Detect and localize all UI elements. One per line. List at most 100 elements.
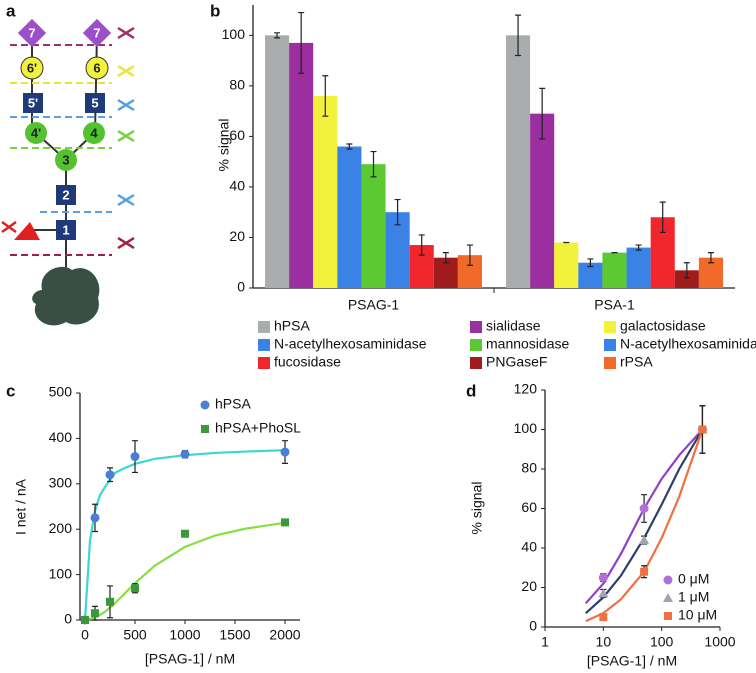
node-label: 6' bbox=[27, 60, 37, 75]
legend-marker bbox=[663, 575, 673, 585]
point bbox=[598, 588, 609, 598]
y-tick-label: 500 bbox=[49, 384, 73, 400]
error-bar bbox=[539, 87, 546, 140]
legend-swatch bbox=[604, 321, 616, 333]
x-tick-label: 10 bbox=[596, 634, 612, 650]
point bbox=[598, 573, 608, 583]
legend-label: N-acetylhexosaminidase bbox=[620, 336, 756, 352]
y-tick-label: 80 bbox=[229, 77, 245, 93]
error-bar bbox=[707, 252, 714, 264]
error-bar bbox=[515, 14, 522, 57]
bar bbox=[602, 252, 627, 288]
node-label: 4' bbox=[31, 125, 41, 140]
node-label: 7 bbox=[28, 25, 35, 40]
y-tick-label: 0 bbox=[64, 611, 72, 627]
point bbox=[131, 584, 139, 593]
y-tick-label: 0 bbox=[529, 618, 537, 634]
panel-label: a bbox=[6, 1, 16, 20]
legend-swatch bbox=[470, 357, 482, 369]
y-tick-label: 120 bbox=[514, 381, 538, 397]
error-bar bbox=[346, 143, 353, 150]
point bbox=[106, 597, 114, 606]
error-bar bbox=[370, 150, 377, 178]
legend-label: 10 μM bbox=[678, 607, 717, 623]
legend-label: hPSA bbox=[274, 318, 310, 334]
bar bbox=[506, 35, 531, 289]
panel-label: d bbox=[466, 381, 476, 400]
bar bbox=[674, 270, 699, 288]
legend-swatch bbox=[258, 357, 270, 369]
point bbox=[639, 535, 650, 545]
error-bar bbox=[298, 11, 305, 74]
y-tick-label: 60 bbox=[521, 499, 537, 515]
node-label: 1 bbox=[62, 222, 69, 237]
point bbox=[640, 567, 649, 576]
bar bbox=[289, 42, 314, 288]
x-tick-label: PSAG-1 bbox=[348, 297, 400, 313]
legend-swatch bbox=[604, 357, 616, 369]
x-tick-label: 1000 bbox=[169, 627, 200, 643]
error-bar bbox=[322, 75, 329, 117]
legend-marker bbox=[200, 400, 210, 410]
error-bar bbox=[466, 244, 473, 266]
point bbox=[698, 425, 707, 434]
point bbox=[91, 609, 99, 618]
legend-label: fucosidase bbox=[274, 354, 341, 370]
legend-label: rPSA bbox=[620, 354, 653, 370]
x-tick-label: 2000 bbox=[269, 627, 300, 643]
error-bar bbox=[683, 262, 690, 279]
error-bar bbox=[659, 201, 666, 234]
legend-label: hPSA bbox=[215, 396, 251, 412]
legend-swatch bbox=[470, 321, 482, 333]
bar bbox=[313, 95, 338, 288]
x-tick-label: 100 bbox=[650, 634, 674, 650]
point bbox=[81, 616, 89, 624]
point bbox=[130, 452, 140, 462]
point bbox=[90, 513, 100, 523]
point bbox=[181, 529, 189, 538]
x-tick-label: 500 bbox=[123, 627, 147, 643]
bar bbox=[337, 146, 362, 288]
legend-marker bbox=[664, 612, 672, 620]
y-tick-label: 100 bbox=[222, 26, 246, 42]
legend-marker bbox=[201, 425, 209, 433]
legend-label: mannosidase bbox=[486, 336, 569, 352]
node-label: 3 bbox=[62, 152, 69, 167]
panel-label: c bbox=[6, 381, 15, 400]
y-tick-label: 60 bbox=[229, 127, 245, 143]
bar bbox=[361, 164, 386, 288]
legend-label: sialidase bbox=[486, 318, 541, 334]
node-label: 5 bbox=[91, 95, 98, 110]
legend-swatch bbox=[258, 321, 270, 333]
bar bbox=[265, 35, 290, 289]
point bbox=[280, 447, 290, 457]
y-tick-label: 100 bbox=[514, 420, 538, 436]
y-tick-label: 400 bbox=[49, 429, 73, 445]
bar bbox=[626, 247, 651, 288]
y-tick-label: 300 bbox=[49, 475, 73, 491]
y-axis-label: % signal bbox=[469, 482, 485, 535]
node-label: 6 bbox=[93, 60, 100, 75]
error-bar bbox=[274, 32, 281, 39]
legend-label: galactosidase bbox=[620, 318, 706, 334]
point bbox=[105, 470, 115, 480]
node-label: 7 bbox=[93, 25, 100, 40]
legend-swatch bbox=[470, 339, 482, 351]
error-bar bbox=[394, 198, 401, 226]
y-tick-label: 40 bbox=[521, 539, 537, 555]
node-label: 4 bbox=[90, 125, 98, 140]
point bbox=[281, 518, 289, 527]
x-tick-label: 1 bbox=[541, 634, 549, 650]
x-tick-label: 1000 bbox=[704, 634, 735, 650]
point bbox=[599, 613, 608, 622]
x-tick-label: PSA-1 bbox=[594, 297, 635, 313]
error-bar bbox=[635, 244, 642, 251]
legend-marker bbox=[663, 593, 673, 602]
bar bbox=[554, 242, 579, 288]
bar bbox=[530, 113, 555, 288]
y-axis-label: I net / nA bbox=[13, 478, 29, 535]
legend-label: N-acetylhexosaminidase bbox=[274, 336, 427, 352]
error-bar bbox=[442, 252, 449, 264]
y-tick-label: 200 bbox=[49, 520, 73, 536]
